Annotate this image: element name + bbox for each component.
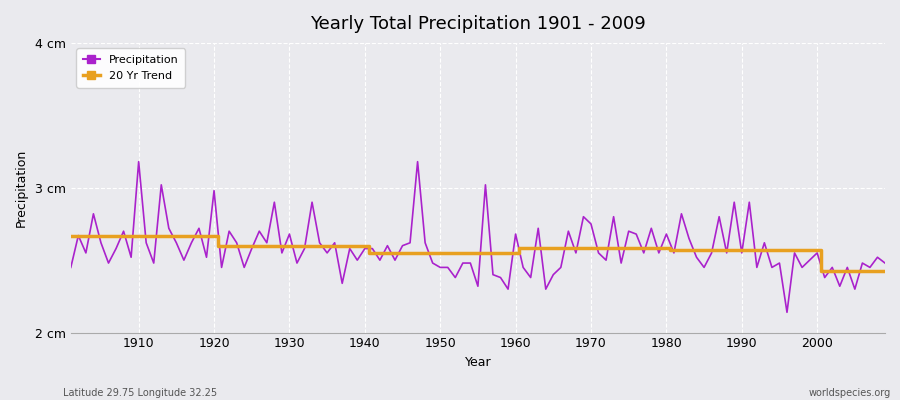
Y-axis label: Precipitation: Precipitation xyxy=(15,149,28,227)
Title: Yearly Total Precipitation 1901 - 2009: Yearly Total Precipitation 1901 - 2009 xyxy=(310,15,646,33)
Text: Latitude 29.75 Longitude 32.25: Latitude 29.75 Longitude 32.25 xyxy=(63,388,217,398)
Legend: Precipitation, 20 Yr Trend: Precipitation, 20 Yr Trend xyxy=(76,48,185,88)
Text: worldspecies.org: worldspecies.org xyxy=(809,388,891,398)
X-axis label: Year: Year xyxy=(464,356,491,369)
